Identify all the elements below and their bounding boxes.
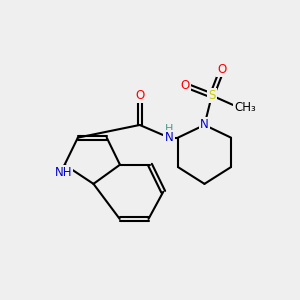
- Text: NH: NH: [54, 167, 72, 179]
- Text: H: H: [165, 124, 173, 134]
- Text: CH₃: CH₃: [234, 101, 256, 114]
- Text: S: S: [208, 89, 215, 102]
- Text: O: O: [218, 62, 227, 76]
- Text: N: N: [165, 131, 173, 144]
- Text: O: O: [181, 79, 190, 92]
- Text: N: N: [200, 118, 209, 131]
- Text: O: O: [135, 89, 144, 102]
